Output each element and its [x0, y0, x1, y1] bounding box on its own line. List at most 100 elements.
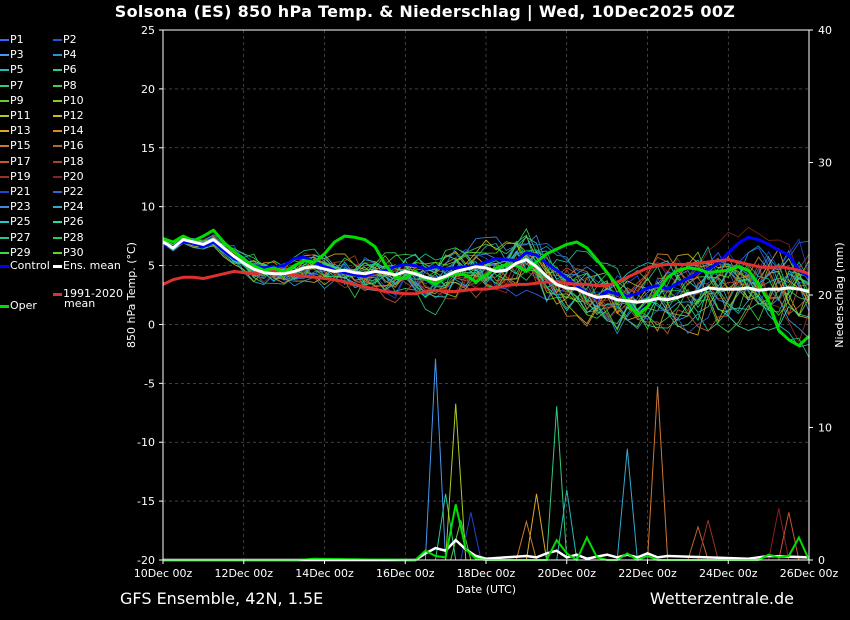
precip-spike — [687, 525, 709, 561]
precip-spike — [556, 489, 578, 561]
legend-item-p16-swatch — [53, 145, 62, 148]
x-tick-label: 14Dec 00z — [295, 567, 354, 580]
legend-item-p6-label: P6 — [63, 63, 77, 77]
ens-mean-line — [162, 238, 810, 304]
legend-item-ens-mean-label: Ens. mean — [63, 259, 121, 272]
legend-item-p7-label: P7 — [10, 78, 24, 92]
legend-item-p25-swatch — [0, 221, 9, 224]
x-tick-label: 10Dec 00z — [134, 567, 193, 580]
legend-item-p26-swatch — [53, 221, 62, 224]
legend-item-p23: P23 — [0, 200, 31, 213]
legend-item-p12-swatch — [53, 115, 62, 117]
legend-item-p5: P5 — [0, 63, 24, 76]
legend-item-p14-swatch — [53, 130, 62, 133]
legend-item-p11-swatch — [0, 115, 9, 117]
legend-item-p9-label: P9 — [10, 93, 24, 107]
legend-item-p21-swatch — [0, 191, 9, 193]
precip-spike — [450, 520, 472, 561]
y2-tick-label: 40 — [818, 24, 832, 37]
legend-item-p13: P13 — [0, 124, 31, 137]
y-tick-label: 20 — [141, 83, 155, 96]
legend-item-p4-swatch — [53, 54, 62, 57]
precip-spike — [768, 508, 790, 561]
x-tick-label: 26Dec 00z — [780, 567, 839, 580]
x-tick-label: 20Dec 00z — [537, 567, 596, 580]
legend-item-p4-label: P4 — [63, 48, 77, 62]
y2-tick-label: 10 — [818, 422, 832, 435]
legend-item-p1-swatch — [0, 39, 9, 41]
legend-item-p17-swatch — [0, 160, 9, 163]
x-tick-label: 16Dec 00z — [376, 567, 435, 580]
precip-ens-mean-line — [163, 538, 810, 562]
legend-item-p3-label: P3 — [10, 48, 24, 62]
legend-item-p30-label: P30 — [63, 245, 84, 259]
x-tick-label: 12Dec 00z — [214, 567, 273, 580]
precip-spike — [435, 493, 457, 561]
legend-item-p17: P17 — [0, 155, 31, 168]
y-axis-label: 850 hPa Temp. (°C) — [125, 242, 138, 348]
x-axis-label: Date (UTC) — [456, 583, 516, 596]
legend-item-p2-label: P2 — [63, 33, 77, 46]
legend-item-p21-label: P21 — [10, 185, 31, 198]
legend-item-p11-label: P11 — [10, 109, 31, 122]
legend-item-control-label: Control — [10, 259, 50, 272]
legend-item-p20-swatch — [53, 175, 62, 178]
legend-item-p3: P3 — [0, 48, 24, 61]
precip-spike — [697, 520, 719, 561]
precip-spike — [616, 448, 638, 561]
x-tick-label: 22Dec 00z — [618, 567, 677, 580]
footer-model-info: GFS Ensemble, 42N, 1.5E — [120, 589, 324, 608]
legend-item-p8-swatch — [53, 84, 62, 87]
legend-item-p25: P25 — [0, 215, 31, 228]
y2-tick-label: 20 — [818, 289, 832, 302]
legend-item-p19-label: P19 — [10, 169, 31, 183]
legend-item-p24-swatch — [53, 206, 62, 209]
legend-item-p22: P22 — [53, 185, 84, 198]
legend-item-p28-swatch — [53, 236, 62, 239]
member-line-P26 — [162, 239, 810, 332]
legend-item-p20-label: P20 — [63, 169, 84, 183]
legend-item-p3-swatch — [0, 54, 9, 57]
legend-item-p7: P7 — [0, 79, 24, 92]
legend-item-p7-swatch — [0, 84, 9, 87]
y-tick-label: 5 — [148, 260, 155, 273]
legend-item-p1-label: P1 — [10, 33, 24, 46]
precip-spike — [424, 358, 447, 561]
member-line-P8 — [162, 227, 810, 327]
legend-item-p24: P24 — [53, 200, 84, 213]
legend-item-p15: P15 — [0, 139, 31, 152]
legend-item-p30: P30 — [53, 246, 84, 259]
climate-mean-line — [162, 258, 810, 296]
legend-item-p8-label: P8 — [63, 78, 77, 92]
y-tick-label: -15 — [137, 495, 155, 508]
legend-item-p16: P16 — [53, 139, 84, 152]
legend-item-p5-label: P5 — [10, 63, 24, 77]
x-tick-label: 24Dec 00z — [699, 567, 758, 580]
legend-item-p14-label: P14 — [63, 124, 84, 138]
legend-item-p27: P27 — [0, 231, 31, 244]
legend-item-p18: P18 — [53, 155, 84, 168]
legend-item-p23-swatch — [0, 206, 9, 209]
legend-item-ens-mean: Ens. mean — [53, 259, 121, 272]
legend-item-climate-line2: mean — [64, 297, 96, 310]
legend-item-p4: P4 — [53, 48, 77, 61]
legend-item-oper-swatch — [0, 304, 9, 308]
legend-item-p24-label: P24 — [63, 200, 84, 214]
legend-item-p22-swatch — [53, 191, 62, 193]
legend-item-p26: P26 — [53, 215, 84, 228]
legend-item-p13-label: P13 — [10, 124, 31, 138]
legend-item-p10: P10 — [53, 94, 84, 107]
precip-spike — [525, 493, 548, 561]
precip-lines — [163, 358, 810, 562]
oper-line — [162, 228, 811, 348]
legend-item-p18-label: P18 — [63, 154, 84, 168]
y-tick-label: 0 — [148, 318, 155, 331]
legend-item-p12-label: P12 — [63, 109, 84, 122]
y2-tick-label: 30 — [818, 157, 832, 170]
legend-item-oper-label: Oper — [10, 299, 37, 312]
precip-oper-line — [163, 504, 810, 562]
legend-item-p25-label: P25 — [10, 215, 31, 229]
legend-item-p29-swatch — [0, 251, 9, 254]
legend-item-ens-mean-swatch — [53, 264, 62, 268]
